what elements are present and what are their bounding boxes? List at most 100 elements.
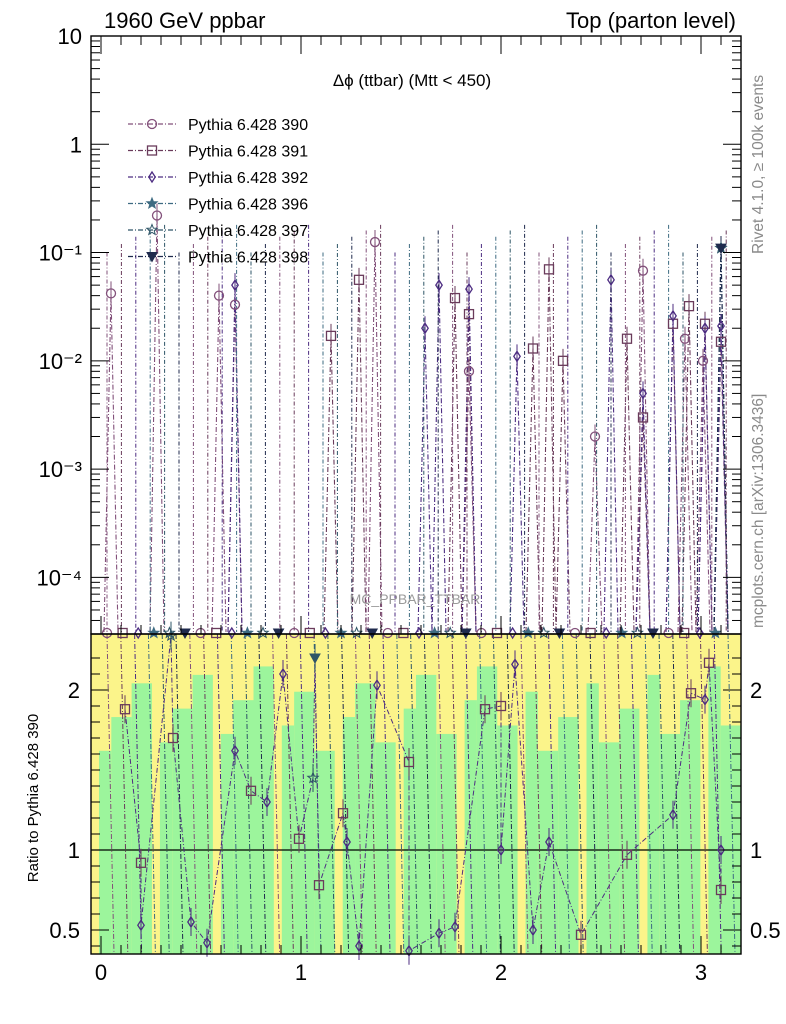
boundary-point xyxy=(443,626,457,639)
data-point xyxy=(527,343,539,354)
series-line xyxy=(461,289,477,633)
ratio-point xyxy=(187,915,195,929)
ratio-spike xyxy=(258,634,267,954)
boundary-point xyxy=(117,627,128,639)
ratio-point xyxy=(575,929,587,940)
ratio-point xyxy=(293,833,305,844)
boundary-point xyxy=(382,627,393,639)
data-point xyxy=(449,292,461,304)
ratio-point xyxy=(355,939,363,953)
ratio-spike xyxy=(354,634,363,954)
boundary-point xyxy=(428,626,442,639)
ratio-point xyxy=(669,808,677,822)
legend-marker xyxy=(146,252,158,263)
data-point xyxy=(701,322,709,335)
ratio-spike xyxy=(244,634,253,954)
ratio-point xyxy=(373,678,381,692)
ratio-band-green xyxy=(375,742,397,954)
ratio-spike xyxy=(161,634,170,954)
data-point xyxy=(637,265,649,276)
ratio-spike xyxy=(699,634,708,954)
ratio-spike xyxy=(410,634,419,954)
ratio-band-green xyxy=(720,725,741,954)
ratio-tick-label-left: 2 xyxy=(68,678,80,703)
data-point xyxy=(513,350,521,363)
data-point xyxy=(621,333,633,344)
boundary-point xyxy=(679,627,690,639)
ratio-spike xyxy=(575,634,584,954)
boundary-point xyxy=(708,626,722,639)
y-tick-label: 10⁻² xyxy=(39,349,82,374)
ratio-spike xyxy=(713,634,722,954)
data-point xyxy=(679,333,691,344)
ratio-spike xyxy=(368,634,377,954)
ratio-spike xyxy=(686,634,695,954)
data-point xyxy=(105,288,117,299)
ratio-band-green xyxy=(220,733,234,954)
ratio-band-green xyxy=(159,742,173,954)
data-point xyxy=(231,278,239,292)
ratio-band-green xyxy=(619,708,640,954)
ratio-band-green xyxy=(111,717,133,954)
ratio-band-green xyxy=(281,725,295,954)
series-line xyxy=(431,285,447,633)
data-point xyxy=(465,282,473,296)
ratio-spike xyxy=(134,634,143,954)
series-line xyxy=(677,338,693,633)
data-point xyxy=(463,366,475,377)
data-point xyxy=(637,412,649,423)
ratio-band-green xyxy=(464,700,478,954)
legend-label: Pythia 6.428 396 xyxy=(188,197,308,214)
ratio-point xyxy=(435,926,443,940)
y-tick-label: 1 xyxy=(70,132,82,157)
boundary-point xyxy=(602,626,611,640)
ratio-point xyxy=(135,857,147,868)
boundary-point xyxy=(521,626,535,639)
ratio-ylabel: Ratio to Pythia 6.428 390 xyxy=(25,714,42,882)
ratio-spike xyxy=(285,634,294,954)
header-left: 1960 GeV ppbar xyxy=(104,8,265,33)
ratio-band-green xyxy=(355,683,376,954)
ratio-spike xyxy=(299,634,308,954)
legend-marker xyxy=(145,196,159,210)
series-line xyxy=(211,295,227,633)
ratio-point xyxy=(621,849,633,860)
ratio-spike xyxy=(327,634,336,954)
ratio-band-green xyxy=(99,750,112,954)
ratio-band-green xyxy=(172,708,194,954)
legend-marker xyxy=(146,145,158,156)
ratio-point xyxy=(511,658,519,671)
ratio-spike xyxy=(106,634,115,954)
boundary-point xyxy=(240,626,254,639)
legend-label: Pythia 6.428 390 xyxy=(188,117,308,134)
data-point xyxy=(639,387,647,400)
series-line xyxy=(509,356,525,633)
legend-label: Pythia 6.428 392 xyxy=(188,170,308,187)
series-line xyxy=(681,306,697,633)
x-tick-label: 0 xyxy=(95,960,107,985)
legend-marker xyxy=(148,170,156,184)
ratio-tick-label-right: 2 xyxy=(750,678,762,703)
ratio-band-green xyxy=(537,750,559,954)
ratio-spike xyxy=(506,634,515,954)
boundary-point xyxy=(134,626,143,640)
chart-title: Δϕ (ttbar) (Mtt < 450) xyxy=(333,71,491,90)
ratio-point xyxy=(231,744,239,758)
boundary-point xyxy=(227,626,236,640)
ratio-spike xyxy=(189,634,198,954)
boundary-point xyxy=(663,627,674,639)
side-text-top: Rivet 4.1.0, ≥ 100k events xyxy=(750,75,767,254)
data-point xyxy=(557,355,569,366)
ratio-point xyxy=(313,880,325,891)
y-tick-label: 10 xyxy=(58,24,82,49)
data-point xyxy=(229,299,241,310)
data-point xyxy=(667,318,679,329)
boundary-point xyxy=(695,626,704,640)
ratio-point xyxy=(245,785,257,796)
ratio-band-green xyxy=(294,691,315,954)
ratio-band-green xyxy=(586,683,600,954)
ratio-spike xyxy=(479,634,488,954)
legend-marker xyxy=(145,223,159,236)
data-point xyxy=(715,336,727,347)
boundary-point xyxy=(304,627,315,639)
